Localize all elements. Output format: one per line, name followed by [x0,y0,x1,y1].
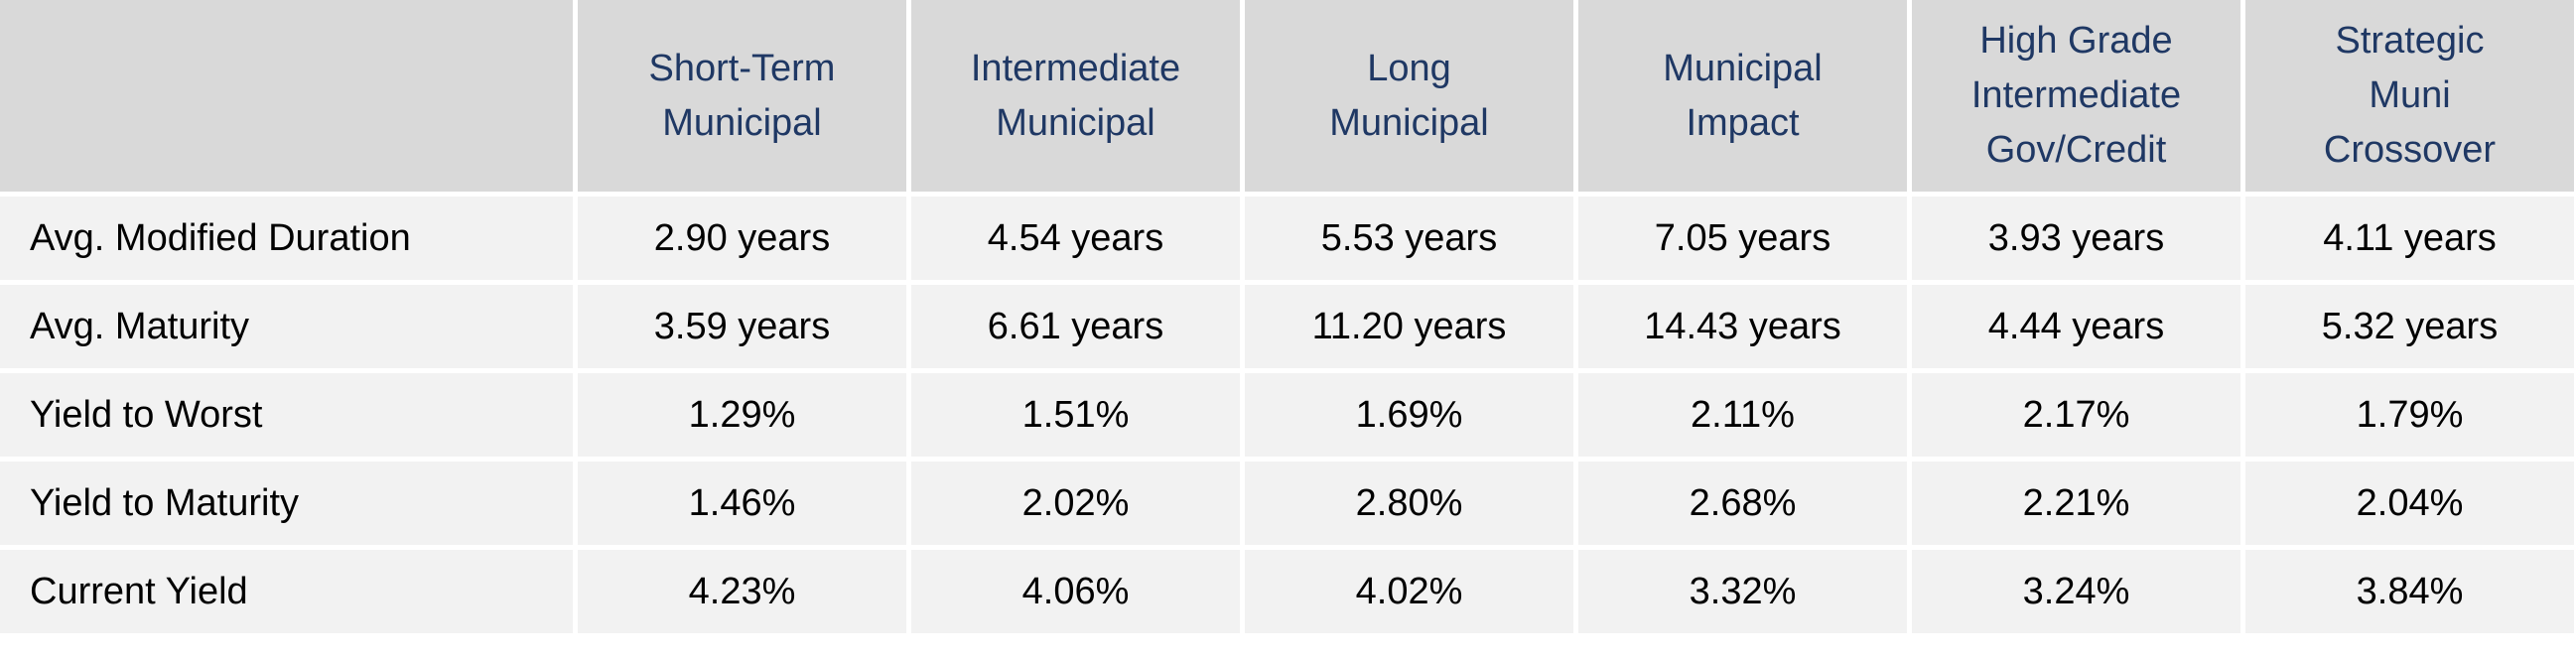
column-header: High Grade Intermediate Gov/Credit [1912,0,2240,192]
header-corner-cell [0,0,573,192]
portfolio-comparison-table: Short-Term Municipal Intermediate Munici… [0,0,2574,633]
column-header: Municipal Impact [1578,0,1907,192]
column-header-line: Municipal [662,101,822,144]
table-cell: 4.11 years [2245,197,2574,280]
table-cell: 3.84% [2245,550,2574,633]
column-header-line: Gov/Credit [1985,129,2167,171]
column-header-line: Municipal [1329,101,1489,144]
table-cell: 4.06% [911,550,1240,633]
table-cell: 4.54 years [911,197,1240,280]
table-cell: 4.44 years [1912,285,2240,368]
column-header-line: Impact [1686,101,1800,144]
table-row: Yield to Worst 1.29% 1.51% 1.69% 2.11% 2… [0,373,2574,457]
column-header-line: Intermediate [1970,74,2182,116]
table-cell: 1.79% [2245,373,2574,457]
table-cell: 2.11% [1578,373,1907,457]
table-row: Current Yield 4.23% 4.06% 4.02% 3.32% 3.… [0,550,2574,633]
table-cell: 3.24% [1912,550,2240,633]
table-cell: 5.32 years [2245,285,2574,368]
column-header-line: Long [1367,47,1451,89]
column-header-line: Muni [2369,74,2451,116]
row-label: Current Yield [0,550,573,633]
row-label: Yield to Worst [0,373,573,457]
table-cell: 11.20 years [1245,285,1573,368]
table-cell: 1.29% [578,373,906,457]
table-cell: 5.53 years [1245,197,1573,280]
table-row: Avg. Maturity 3.59 years 6.61 years 11.2… [0,285,2574,368]
table-cell: 2.21% [1912,462,2240,545]
row-label: Yield to Maturity [0,462,573,545]
column-header-line: Municipal [1663,47,1823,89]
table-cell: 4.23% [578,550,906,633]
table-cell: 2.04% [2245,462,2574,545]
table-row: Yield to Maturity 1.46% 2.02% 2.80% 2.68… [0,462,2574,545]
table-cell: 1.46% [578,462,906,545]
table-cell: 3.93 years [1912,197,2240,280]
table-cell: 4.02% [1245,550,1573,633]
row-label: Avg. Maturity [0,285,573,368]
table-cell: 14.43 years [1578,285,1907,368]
column-header-line: Crossover [2323,129,2497,171]
column-header: Long Municipal [1245,0,1573,192]
table-cell: 1.69% [1245,373,1573,457]
column-header: Strategic Muni Crossover [2245,0,2574,192]
table-cell: 2.80% [1245,462,1573,545]
column-header-line: High Grade [1979,20,2173,62]
column-header-line: Short-Term [648,47,836,89]
table-cell: 2.02% [911,462,1240,545]
column-header: Intermediate Municipal [911,0,1240,192]
column-header-line: Intermediate [970,47,1181,89]
table-cell: 3.59 years [578,285,906,368]
table-cell: 2.90 years [578,197,906,280]
table-cell: 3.32% [1578,550,1907,633]
table-row: Avg. Modified Duration 2.90 years 4.54 y… [0,197,2574,280]
row-label: Avg. Modified Duration [0,197,573,280]
table-cell: 7.05 years [1578,197,1907,280]
table-cell: 6.61 years [911,285,1240,368]
table-cell: 2.68% [1578,462,1907,545]
header-row: Short-Term Municipal Intermediate Munici… [0,0,2574,192]
column-header: Short-Term Municipal [578,0,906,192]
column-header-line: Municipal [996,101,1155,144]
table-cell: 1.51% [911,373,1240,457]
column-header-line: Strategic [2335,20,2485,62]
table-cell: 2.17% [1912,373,2240,457]
